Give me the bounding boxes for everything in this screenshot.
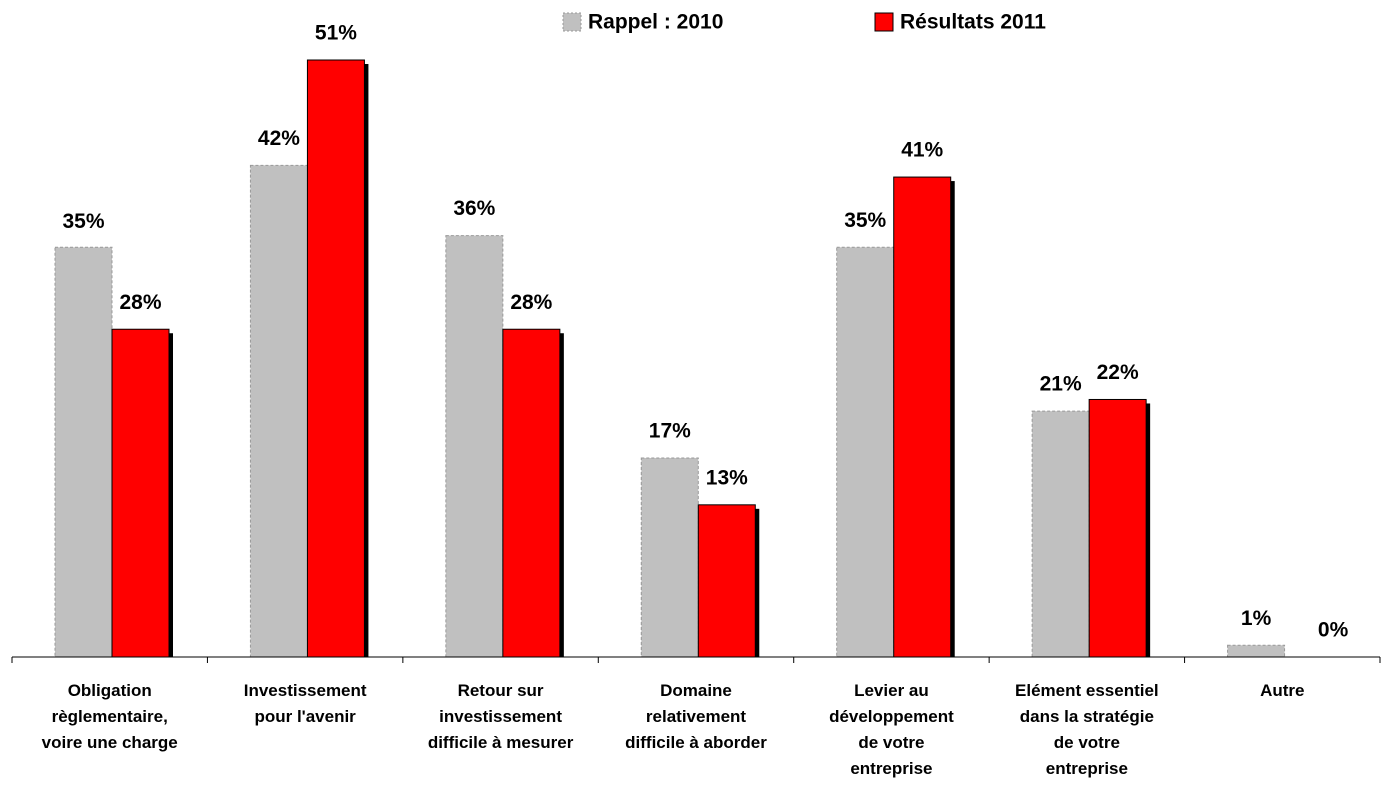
data-label: 41%: [901, 139, 943, 162]
bar: [1088, 398, 1147, 658]
bar: [54, 246, 113, 658]
data-label: 13%: [706, 466, 748, 489]
bar: [697, 504, 756, 658]
legend-label: Résultats 2011: [900, 11, 1046, 34]
bar: [640, 457, 699, 658]
bar: [893, 176, 952, 658]
bar: [836, 246, 895, 658]
bar: [1031, 410, 1090, 658]
data-label: 17%: [649, 420, 691, 443]
data-label: 35%: [62, 210, 104, 233]
x-tick-label: Retour sur investissement difficile à mesu…: [428, 681, 574, 752]
bar: [111, 328, 170, 658]
legend-swatch: [874, 12, 894, 32]
data-label: 28%: [119, 291, 161, 314]
data-label: 0%: [1318, 619, 1349, 642]
legend-swatch: [562, 12, 582, 32]
bar: [502, 328, 561, 658]
bar: [445, 235, 504, 658]
data-label: 21%: [1040, 373, 1082, 396]
data-label: 28%: [510, 291, 552, 314]
data-label: 1%: [1241, 607, 1272, 630]
x-tick-label: Levier au développement de votre entreprise: [829, 681, 954, 778]
bar: [306, 59, 365, 658]
x-tick-label: Investissement pour l'avenir: [244, 681, 367, 726]
data-label: 22%: [1097, 361, 1139, 384]
x-tick-label: Obligation règlementaire, voire une charge: [42, 681, 178, 752]
data-label: 35%: [844, 209, 886, 232]
data-label: 36%: [453, 197, 495, 220]
x-tick-label: Autre: [1260, 681, 1304, 700]
bar: [249, 164, 308, 658]
data-label: 42%: [258, 127, 300, 150]
data-label: 51%: [315, 22, 357, 45]
x-tick-label: Elément essentiel dans la stratégie de vot…: [1015, 681, 1159, 778]
x-tick-label: Domaine relativement difficile à aborder: [625, 681, 767, 752]
legend-label: Rappel : 2010: [588, 11, 723, 34]
bar: [1227, 644, 1286, 658]
